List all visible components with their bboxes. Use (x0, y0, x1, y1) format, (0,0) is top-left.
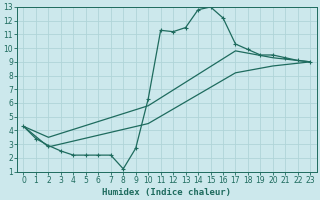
X-axis label: Humidex (Indice chaleur): Humidex (Indice chaleur) (102, 188, 231, 197)
